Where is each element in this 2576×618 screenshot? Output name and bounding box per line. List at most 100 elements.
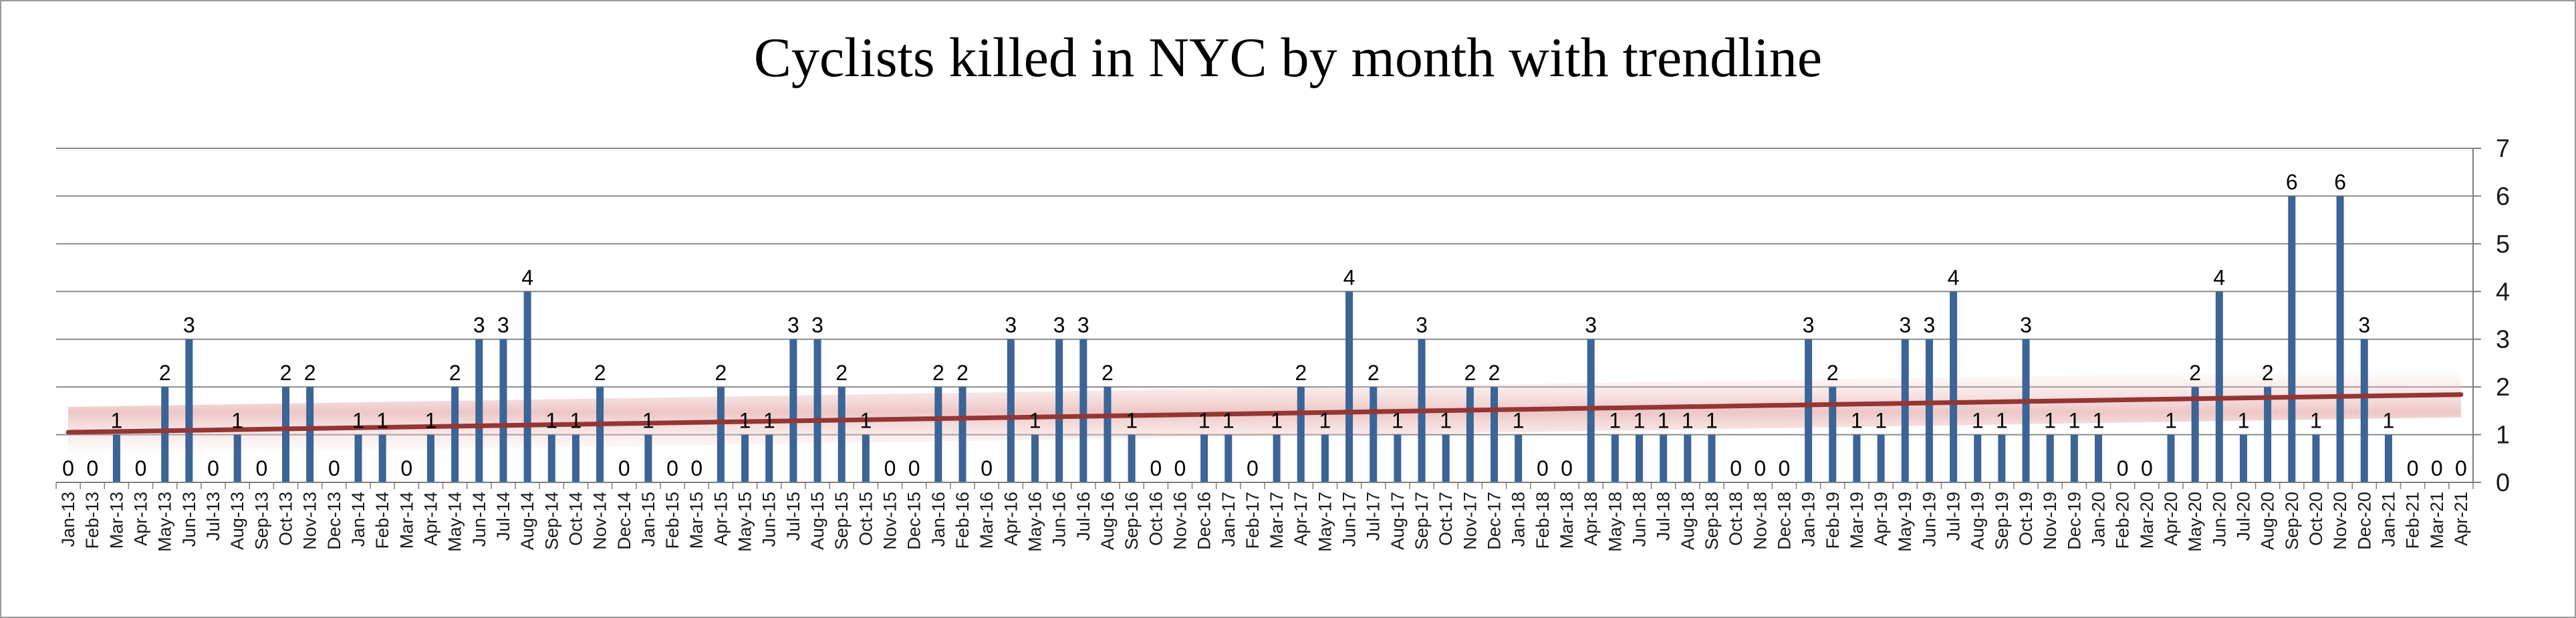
x-tick-label: Aug-17 (1388, 492, 1408, 550)
data-label: 1 (1222, 409, 1235, 433)
data-label: 1 (111, 409, 123, 433)
data-label: 0 (1754, 456, 1766, 480)
bar (741, 434, 749, 482)
data-label: 1 (1513, 409, 1525, 433)
bar (1587, 339, 1595, 482)
x-tick-label: Jan-18 (1509, 492, 1529, 547)
data-label: 0 (1174, 456, 1186, 480)
x-tick-label: Jun-20 (2209, 492, 2229, 547)
bar (2336, 196, 2344, 482)
data-label: 4 (1343, 265, 1356, 289)
bar (1950, 291, 1958, 482)
bar (1200, 434, 1208, 482)
bar (2239, 434, 2247, 482)
x-tick-label: Sep-18 (1702, 492, 1722, 550)
x-tick-label: Apr-13 (131, 492, 151, 546)
data-label: 2 (2262, 361, 2274, 385)
data-label: 1 (1029, 409, 1041, 433)
data-label: 1 (1682, 409, 1694, 433)
data-label: 0 (1730, 456, 1742, 480)
data-label: 2 (1295, 361, 1307, 385)
y-tick-label: 0 (2496, 469, 2510, 497)
x-tick-label: May-18 (1605, 492, 1625, 552)
x-tick-label: Dec-18 (1774, 492, 1794, 550)
bar (2046, 434, 2054, 482)
data-label: 0 (1150, 456, 1162, 480)
x-tick-label: Oct-19 (2016, 492, 2036, 546)
data-label: 1 (231, 409, 243, 433)
x-tick-label: Apr-14 (420, 492, 440, 546)
data-label: 4 (2213, 265, 2225, 289)
x-tick-label: Apr-19 (1871, 492, 1891, 546)
data-label: 2 (1489, 361, 1501, 385)
x-tick-label: Jun-19 (1919, 492, 1939, 547)
bar (161, 387, 169, 482)
data-label: 0 (666, 456, 678, 480)
gridlines (56, 148, 2473, 436)
x-tick-label: Feb-17 (1243, 492, 1263, 549)
data-label: 3 (473, 313, 485, 337)
data-label: 1 (570, 409, 582, 433)
x-axis: Jan-13 Feb-13 Mar-13 Apr-13 May-13 Jun-13 Jul-… (55, 482, 2474, 552)
bar (1877, 434, 1885, 482)
data-label: 1 (2165, 409, 2177, 433)
data-label: 1 (1126, 409, 1138, 433)
x-tick-label: Oct-17 (1436, 492, 1456, 546)
x-tick-label: Jun-13 (179, 492, 199, 547)
data-label: 0 (135, 456, 147, 480)
bar (1708, 434, 1716, 482)
data-label: 3 (1416, 313, 1428, 337)
bar (2215, 291, 2223, 482)
data-label: 1 (2093, 409, 2105, 433)
x-tick-label: Aug-14 (517, 492, 537, 550)
x-tick-label: Mar-16 (977, 492, 997, 549)
data-label: 1 (1634, 409, 1646, 433)
bar (1491, 387, 1499, 482)
data-label: 3 (811, 313, 823, 337)
x-tick-label: Jul-13 (203, 492, 223, 541)
x-tick-label: Sep-15 (831, 492, 852, 550)
data-label: 1 (1658, 409, 1670, 433)
x-tick-label: Mar-19 (1847, 492, 1867, 549)
data-label: 6 (2334, 170, 2346, 194)
x-tick-label: Apr-16 (1001, 492, 1021, 546)
x-tick-label: Feb-20 (2113, 492, 2133, 549)
data-label: 3 (1053, 313, 1065, 337)
data-label: 0 (618, 456, 630, 480)
data-label: 0 (908, 456, 920, 480)
x-tick-label: Nov-16 (1170, 492, 1190, 550)
data-label: 2 (1464, 361, 1476, 385)
bar (596, 387, 604, 482)
y-tick-label: 4 (2496, 278, 2510, 306)
data-label: 0 (2455, 456, 2467, 480)
data-label: 0 (1779, 456, 1791, 480)
x-tick-label: Sep-20 (2282, 492, 2302, 550)
x-tick-label: Nov-14 (590, 492, 610, 550)
data-label: 1 (2044, 409, 2056, 433)
x-tick-label: Nov-19 (2040, 492, 2060, 550)
data-label: 1 (1706, 409, 1718, 433)
bar (1684, 434, 1692, 482)
x-tick-label: Aug-20 (2258, 492, 2278, 550)
data-label: 1 (860, 409, 872, 433)
data-label: 3 (1077, 313, 1089, 337)
bar (717, 387, 725, 482)
x-tick-label: May-15 (735, 492, 755, 552)
bar (1225, 434, 1233, 482)
data-label: 1 (642, 409, 654, 433)
bar (185, 339, 193, 482)
data-label: 2 (1102, 361, 1114, 385)
data-label: 3 (183, 313, 195, 337)
x-tick-label: Jul-20 (2233, 492, 2253, 541)
data-label: 3 (787, 313, 799, 337)
x-tick-label: Mar-20 (2137, 492, 2157, 549)
x-tick-label: Aug-19 (1968, 492, 1988, 550)
x-tick-label: Sep-14 (541, 492, 561, 550)
bar (1466, 387, 1474, 482)
x-tick-label: Nov-18 (1750, 492, 1770, 550)
data-label: 1 (1392, 409, 1404, 433)
data-label: 0 (2141, 456, 2153, 480)
bar (1007, 339, 1015, 482)
data-label: 0 (2117, 456, 2129, 480)
